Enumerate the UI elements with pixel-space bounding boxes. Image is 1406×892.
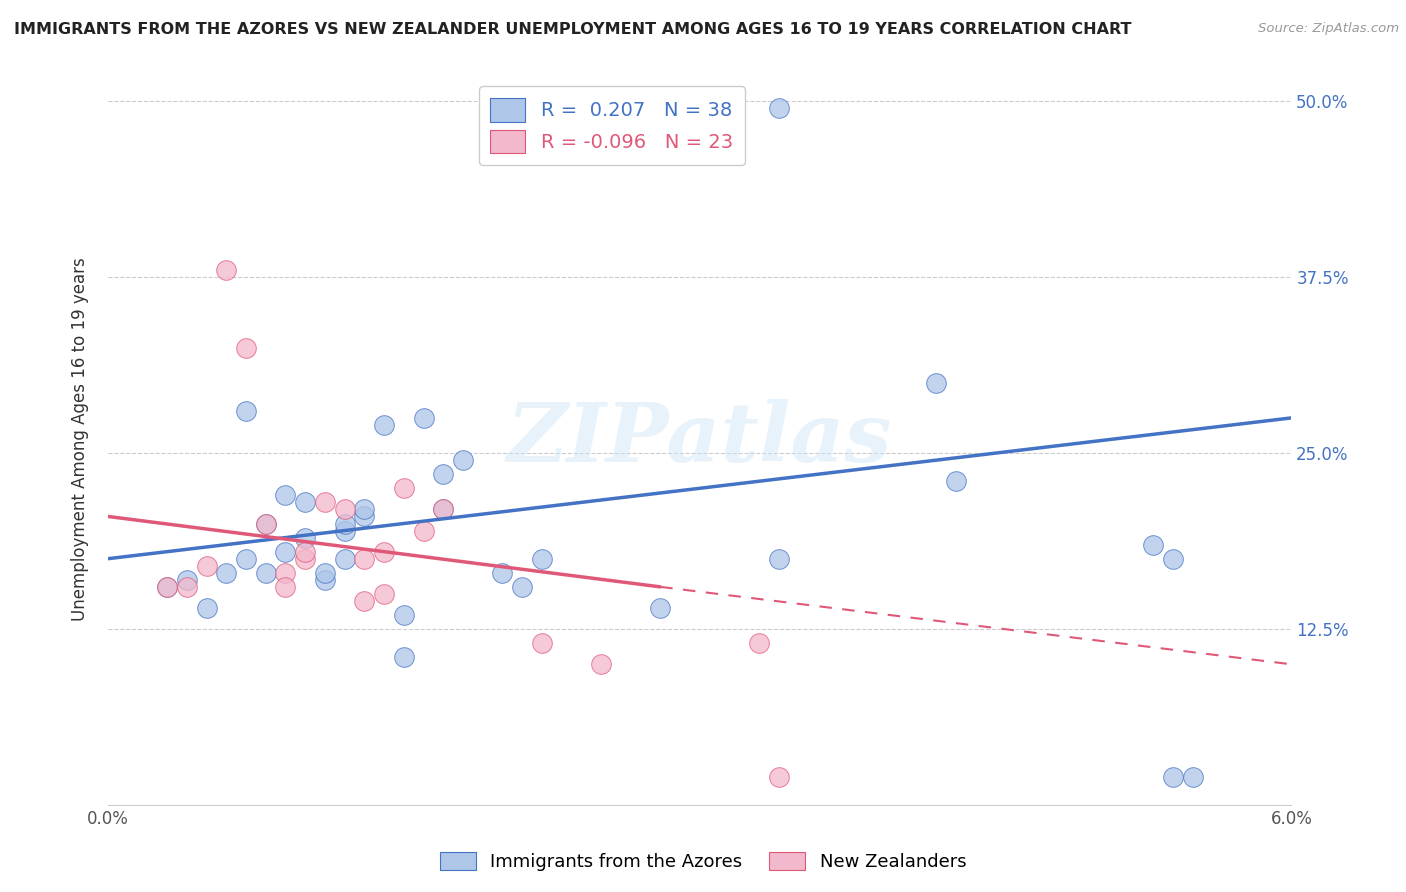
Legend: R =  0.207   N = 38, R = -0.096   N = 23: R = 0.207 N = 38, R = -0.096 N = 23: [478, 87, 745, 165]
Point: [176, 580, 198, 594]
Point: [274, 566, 297, 580]
Point: [274, 488, 297, 502]
Point: [235, 404, 257, 418]
Text: ZIPatlas: ZIPatlas: [508, 399, 893, 479]
Point: [294, 551, 316, 566]
Point: [1181, 770, 1204, 784]
Y-axis label: Unemployment Among Ages 16 to 19 years: Unemployment Among Ages 16 to 19 years: [72, 257, 89, 621]
Point: [530, 636, 553, 650]
Point: [392, 481, 415, 495]
Point: [333, 502, 356, 516]
Point: [156, 580, 179, 594]
Point: [274, 544, 297, 558]
Point: [314, 495, 336, 509]
Point: [195, 558, 218, 573]
Point: [650, 601, 672, 615]
Point: [510, 580, 533, 594]
Point: [392, 650, 415, 665]
Point: [373, 544, 395, 558]
Legend: Immigrants from the Azores, New Zealanders: Immigrants from the Azores, New Zealande…: [432, 845, 974, 879]
Point: [294, 544, 316, 558]
Point: [945, 475, 967, 489]
Point: [294, 495, 316, 509]
Point: [530, 551, 553, 566]
Point: [195, 601, 218, 615]
Point: [748, 636, 770, 650]
Point: [215, 263, 238, 277]
Point: [353, 551, 375, 566]
Point: [333, 551, 356, 566]
Point: [589, 657, 612, 672]
Point: [274, 580, 297, 594]
Point: [294, 531, 316, 545]
Point: [373, 417, 395, 432]
Point: [176, 573, 198, 587]
Point: [768, 551, 790, 566]
Point: [432, 502, 454, 516]
Point: [1142, 538, 1164, 552]
Point: [432, 467, 454, 482]
Point: [412, 411, 434, 425]
Point: [353, 594, 375, 608]
Point: [451, 453, 474, 467]
Point: [314, 566, 336, 580]
Point: [254, 566, 277, 580]
Point: [432, 502, 454, 516]
Point: [333, 516, 356, 531]
Point: [392, 607, 415, 622]
Point: [333, 524, 356, 538]
Point: [353, 502, 375, 516]
Point: [768, 101, 790, 115]
Point: [254, 516, 277, 531]
Point: [925, 376, 948, 390]
Text: Source: ZipAtlas.com: Source: ZipAtlas.com: [1258, 22, 1399, 36]
Point: [215, 566, 238, 580]
Point: [491, 566, 513, 580]
Point: [156, 580, 179, 594]
Point: [768, 770, 790, 784]
Point: [314, 573, 336, 587]
Point: [235, 551, 257, 566]
Point: [353, 509, 375, 524]
Text: IMMIGRANTS FROM THE AZORES VS NEW ZEALANDER UNEMPLOYMENT AMONG AGES 16 TO 19 YEA: IMMIGRANTS FROM THE AZORES VS NEW ZEALAN…: [14, 22, 1132, 37]
Point: [1161, 551, 1184, 566]
Point: [373, 587, 395, 601]
Point: [254, 516, 277, 531]
Point: [235, 341, 257, 355]
Point: [412, 524, 434, 538]
Point: [1161, 770, 1184, 784]
